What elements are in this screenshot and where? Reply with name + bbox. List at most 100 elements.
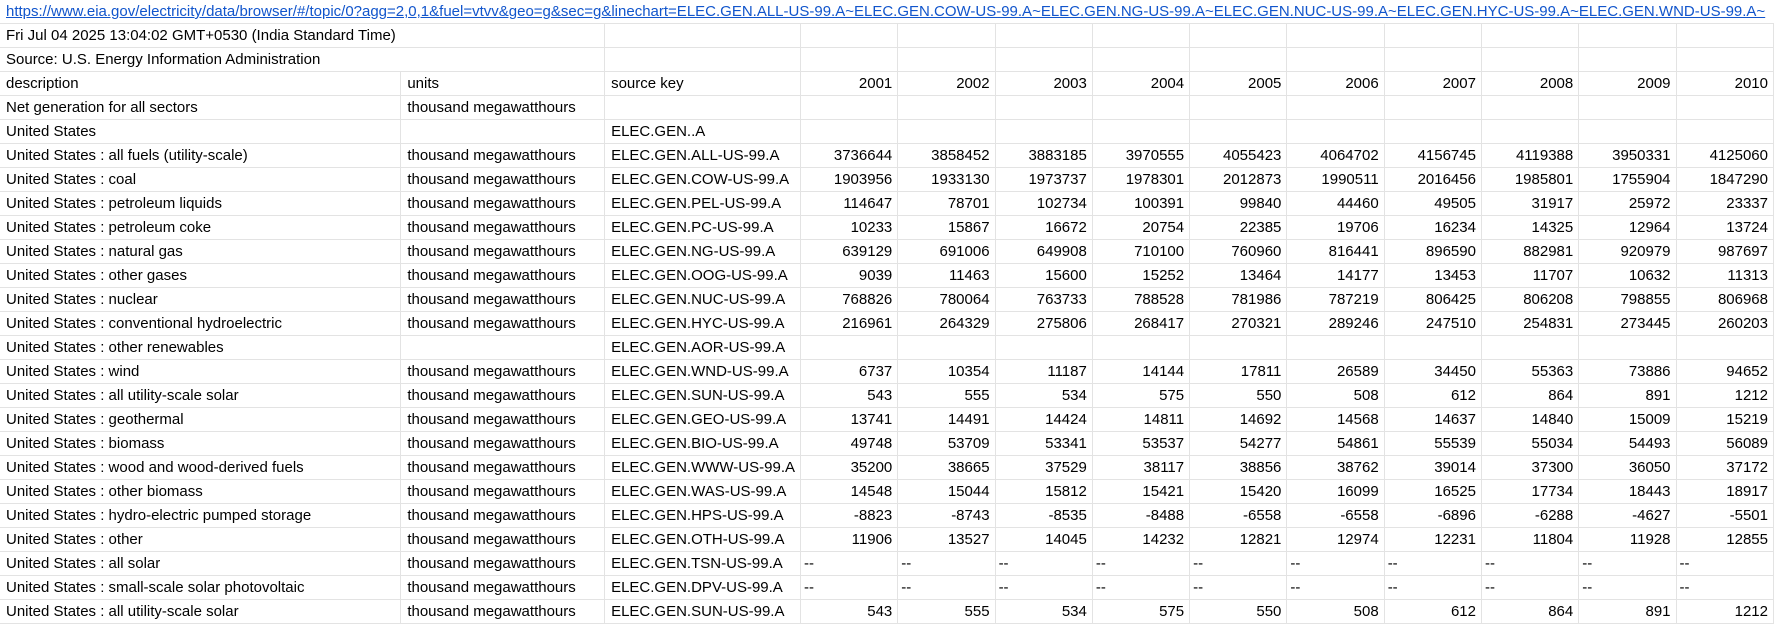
description-cell[interactable]: United States : natural gas bbox=[0, 239, 402, 264]
value-cell[interactable]: 12231 bbox=[1384, 527, 1482, 552]
header-year[interactable]: 2010 bbox=[1676, 71, 1774, 96]
units-cell[interactable]: thousand megawatthours bbox=[400, 455, 606, 480]
value-cell[interactable]: 11187 bbox=[995, 359, 1093, 384]
source-key-cell[interactable]: ELEC.GEN.BIO-US-99.A bbox=[604, 431, 801, 456]
value-cell[interactable] bbox=[995, 119, 1093, 144]
value-cell[interactable]: 14424 bbox=[995, 407, 1093, 432]
value-cell[interactable]: 15219 bbox=[1676, 407, 1774, 432]
value-cell[interactable]: 15812 bbox=[995, 479, 1093, 504]
value-cell[interactable]: 14840 bbox=[1481, 407, 1580, 432]
value-cell[interactable]: 13724 bbox=[1676, 215, 1774, 240]
description-cell[interactable]: United States : petroleum liquids bbox=[0, 191, 402, 216]
description-cell[interactable]: United States bbox=[0, 119, 402, 144]
value-cell[interactable]: 639129 bbox=[800, 239, 899, 264]
value-cell[interactable]: 9039 bbox=[800, 263, 899, 288]
value-cell[interactable]: -- bbox=[1481, 551, 1580, 576]
value-cell[interactable]: -- bbox=[1676, 551, 1774, 576]
description-cell[interactable]: Net generation for all sectors bbox=[0, 95, 402, 120]
units-cell[interactable]: thousand megawatthours bbox=[400, 143, 606, 168]
value-cell[interactable] bbox=[1578, 335, 1677, 360]
value-cell[interactable]: 780064 bbox=[897, 287, 996, 312]
value-cell[interactable]: 806425 bbox=[1384, 287, 1482, 312]
value-cell[interactable] bbox=[1384, 335, 1482, 360]
source-key-cell[interactable]: ELEC.GEN.SUN-US-99.A bbox=[604, 599, 801, 624]
value-cell[interactable]: 3883185 bbox=[995, 143, 1093, 168]
source-key-cell[interactable]: ELEC.GEN.OOG-US-99.A bbox=[604, 263, 801, 288]
value-cell[interactable] bbox=[1676, 335, 1774, 360]
value-cell[interactable]: 896590 bbox=[1384, 239, 1482, 264]
header-year[interactable]: 2009 bbox=[1578, 71, 1677, 96]
empty-cell[interactable] bbox=[1578, 47, 1677, 72]
value-cell[interactable]: 920979 bbox=[1578, 239, 1677, 264]
empty-cell[interactable] bbox=[1286, 23, 1385, 48]
value-cell[interactable]: 1903956 bbox=[800, 167, 899, 192]
value-cell[interactable]: 15252 bbox=[1092, 263, 1191, 288]
value-cell[interactable]: -- bbox=[1286, 551, 1385, 576]
value-cell[interactable]: 806208 bbox=[1481, 287, 1580, 312]
description-cell[interactable]: United States : other biomass bbox=[0, 479, 402, 504]
header-year[interactable]: 2008 bbox=[1481, 71, 1580, 96]
units-cell[interactable]: thousand megawatthours bbox=[400, 503, 606, 528]
value-cell[interactable]: -- bbox=[1189, 551, 1288, 576]
empty-cell[interactable] bbox=[1384, 47, 1482, 72]
value-cell[interactable]: 543 bbox=[800, 383, 899, 408]
value-cell[interactable]: 14568 bbox=[1286, 407, 1385, 432]
value-cell[interactable]: 1212 bbox=[1676, 599, 1774, 624]
value-cell[interactable]: 3736644 bbox=[800, 143, 899, 168]
header-source-key[interactable]: source key bbox=[604, 71, 801, 96]
value-cell[interactable]: 102734 bbox=[995, 191, 1093, 216]
units-cell[interactable]: thousand megawatthours bbox=[400, 215, 606, 240]
value-cell[interactable]: -6288 bbox=[1481, 503, 1580, 528]
value-cell[interactable]: 37529 bbox=[995, 455, 1093, 480]
description-cell[interactable]: United States : geothermal bbox=[0, 407, 402, 432]
value-cell[interactable]: 543 bbox=[800, 599, 899, 624]
value-cell[interactable]: -- bbox=[1286, 575, 1385, 600]
empty-cell[interactable] bbox=[1189, 23, 1288, 48]
value-cell[interactable]: 54493 bbox=[1578, 431, 1677, 456]
units-cell[interactable]: thousand megawatthours bbox=[400, 575, 606, 600]
value-cell[interactable]: -6896 bbox=[1384, 503, 1482, 528]
units-cell[interactable]: thousand megawatthours bbox=[400, 551, 606, 576]
value-cell[interactable]: 10632 bbox=[1578, 263, 1677, 288]
empty-cell[interactable] bbox=[995, 47, 1093, 72]
value-cell[interactable]: 54861 bbox=[1286, 431, 1385, 456]
header-year[interactable]: 2003 bbox=[995, 71, 1093, 96]
value-cell[interactable]: 816441 bbox=[1286, 239, 1385, 264]
value-cell[interactable]: 1978301 bbox=[1092, 167, 1191, 192]
source-key-cell[interactable]: ELEC.GEN.AOR-US-99.A bbox=[604, 335, 801, 360]
value-cell[interactable]: 710100 bbox=[1092, 239, 1191, 264]
value-cell[interactable]: 78701 bbox=[897, 191, 996, 216]
value-cell[interactable] bbox=[1676, 119, 1774, 144]
value-cell[interactable]: 788528 bbox=[1092, 287, 1191, 312]
value-cell[interactable]: 2016456 bbox=[1384, 167, 1482, 192]
source-key-cell[interactable]: ELEC.GEN.WND-US-99.A bbox=[604, 359, 801, 384]
source-key-cell[interactable]: ELEC.GEN.WWW-US-99.A bbox=[604, 455, 801, 480]
value-cell[interactable]: 12974 bbox=[1286, 527, 1385, 552]
units-cell[interactable]: thousand megawatthours bbox=[400, 431, 606, 456]
value-cell[interactable]: 100391 bbox=[1092, 191, 1191, 216]
description-cell[interactable]: United States : all fuels (utility-scale… bbox=[0, 143, 402, 168]
value-cell[interactable]: 38762 bbox=[1286, 455, 1385, 480]
value-cell[interactable]: 55034 bbox=[1481, 431, 1580, 456]
value-cell[interactable] bbox=[897, 95, 996, 120]
value-cell[interactable] bbox=[1481, 335, 1580, 360]
value-cell[interactable] bbox=[1481, 95, 1580, 120]
value-cell[interactable]: 864 bbox=[1481, 383, 1580, 408]
source-key-cell[interactable]: ELEC.GEN.COW-US-99.A bbox=[604, 167, 801, 192]
value-cell[interactable]: 550 bbox=[1189, 599, 1288, 624]
units-cell[interactable]: thousand megawatthours bbox=[400, 191, 606, 216]
value-cell[interactable]: 18443 bbox=[1578, 479, 1677, 504]
value-cell[interactable]: 38665 bbox=[897, 455, 996, 480]
value-cell[interactable]: 612 bbox=[1384, 599, 1482, 624]
empty-cell[interactable] bbox=[800, 23, 899, 48]
value-cell[interactable]: 15600 bbox=[995, 263, 1093, 288]
value-cell[interactable]: 114647 bbox=[800, 191, 899, 216]
value-cell[interactable]: 55539 bbox=[1384, 431, 1482, 456]
value-cell[interactable]: 13741 bbox=[800, 407, 899, 432]
value-cell[interactable]: 14811 bbox=[1092, 407, 1191, 432]
empty-cell[interactable] bbox=[604, 23, 801, 48]
source-key-cell[interactable]: ELEC.GEN.PC-US-99.A bbox=[604, 215, 801, 240]
empty-cell[interactable] bbox=[897, 23, 996, 48]
value-cell[interactable]: 2012873 bbox=[1189, 167, 1288, 192]
value-cell[interactable]: 612 bbox=[1384, 383, 1482, 408]
